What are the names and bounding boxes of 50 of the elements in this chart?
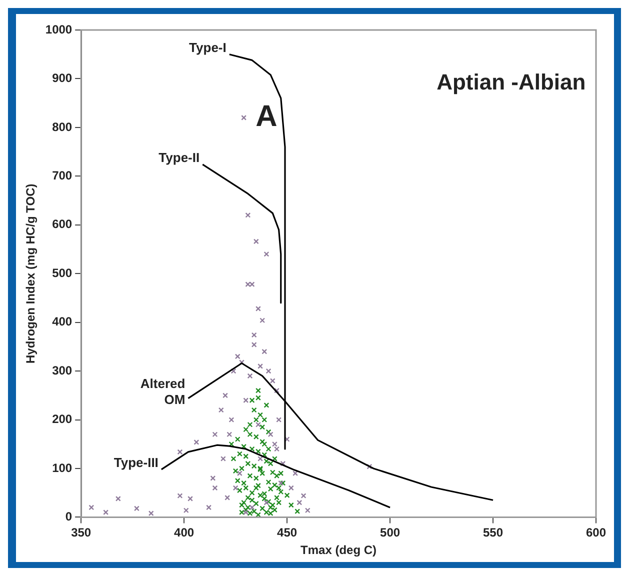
y-tick-label: 500	[52, 266, 72, 280]
y-tick-label: 200	[52, 412, 72, 426]
x-tick-label: 450	[276, 526, 297, 540]
point	[242, 510, 248, 516]
y-tick-label: 0	[64, 510, 72, 524]
y-tick-label: 400	[52, 314, 72, 329]
y-tick-label: 700	[52, 168, 72, 182]
annotation: Type-I	[188, 40, 226, 55]
point	[102, 510, 108, 516]
point	[292, 470, 298, 476]
y-axis-title: Hydrogen Index (mg HC/g TOC)	[23, 184, 38, 364]
point	[257, 456, 263, 462]
annotation: A	[255, 100, 277, 133]
y-tick-label: 300	[52, 363, 72, 378]
point	[259, 318, 265, 324]
x-tick-label: 600	[585, 526, 606, 540]
x-tick-label: 350	[70, 526, 91, 540]
point	[274, 388, 279, 394]
x-tick-label: 550	[482, 526, 503, 540]
point	[193, 439, 199, 445]
y-tick-label: 900	[52, 71, 72, 86]
annotation: Aptian -Albian	[436, 70, 586, 95]
point	[276, 417, 282, 422]
point	[88, 504, 94, 510]
x-tick-label: 400	[174, 526, 194, 540]
point	[255, 422, 260, 428]
x-tick-label: 500	[380, 526, 400, 540]
point	[296, 500, 302, 506]
point	[226, 432, 232, 438]
point	[255, 306, 260, 312]
y-tick-label: 800	[52, 120, 72, 134]
point	[280, 460, 286, 466]
point	[206, 504, 212, 510]
y-tick-label: 100	[52, 460, 72, 475]
point	[242, 398, 248, 403]
point	[244, 282, 250, 288]
annotation: Type-II	[158, 150, 200, 166]
annotation: Type-III	[113, 455, 158, 470]
point	[224, 494, 230, 500]
x-axis-title: Tmax (deg C)	[300, 543, 376, 558]
point	[187, 496, 192, 502]
point	[244, 212, 250, 218]
y-tick-label: 1000	[44, 22, 72, 36]
point	[222, 392, 228, 398]
point	[261, 348, 267, 354]
point	[210, 476, 216, 481]
annotation: Altered OM	[140, 376, 185, 407]
y-tick-label: 600	[52, 217, 72, 232]
point	[257, 363, 263, 369]
point	[240, 114, 246, 120]
